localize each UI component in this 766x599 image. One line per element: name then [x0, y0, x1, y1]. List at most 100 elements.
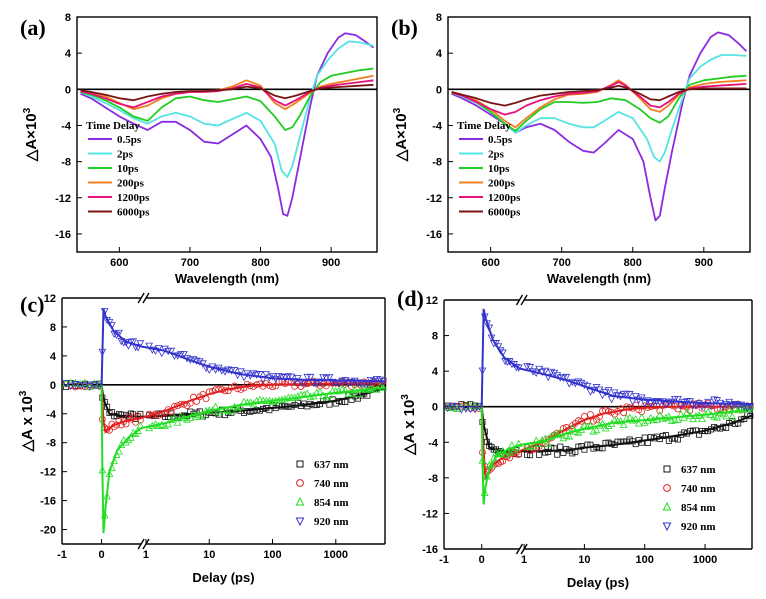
point-854 nm [335, 386, 343, 395]
point-920 nm [255, 371, 264, 379]
point-920 nm [287, 373, 296, 381]
fit-line-920 nm [519, 367, 753, 405]
series-line-6000ps [80, 83, 374, 102]
y-axis-label: △A×103 [22, 107, 40, 162]
point-854 nm [668, 416, 676, 424]
point-920 nm [243, 370, 252, 378]
point-637 nm [310, 402, 317, 409]
fit-line-740 nm [140, 382, 385, 420]
legend-label: 6000ps [488, 207, 521, 219]
x-tick-label: 600 [110, 257, 128, 269]
legend-label: 0.5ps [488, 134, 513, 146]
point-920 nm [457, 406, 466, 414]
y-tick-label: -8 [432, 157, 442, 169]
point-854 nm [354, 389, 362, 398]
point-854 nm [529, 442, 537, 450]
point-854 nm [514, 439, 523, 447]
y-tick-label: -8 [428, 473, 438, 485]
point-854 nm [173, 418, 182, 426]
axis-break-mark [142, 292, 150, 304]
point-920 nm [562, 373, 571, 382]
point-854 nm [221, 405, 229, 413]
point-854 nm [604, 421, 613, 429]
x-axis-label: Wavelength (nm) [175, 271, 279, 286]
point-920 nm [523, 363, 531, 371]
point-854 nm [722, 412, 731, 420]
point-854 nm [350, 385, 359, 393]
y-tick-label: -12 [55, 193, 71, 205]
point-920 nm [145, 342, 154, 350]
legend-label: 200ps [117, 178, 145, 190]
y-axis-label-exponent: 3 [392, 107, 403, 113]
point-637 nm [527, 452, 534, 459]
axis-break-mark [137, 538, 145, 550]
point-920 nm [129, 338, 138, 346]
legend-label: 200ps [488, 178, 516, 190]
panel-label: (b) [391, 15, 418, 40]
point-920 nm [637, 394, 646, 402]
point-637 nm [256, 407, 263, 414]
point-854 nm [625, 413, 634, 421]
y-axis-label-base: △A x 10 [401, 400, 418, 456]
series-line-10ps [80, 67, 374, 131]
y-tick-label: -8 [46, 438, 56, 450]
point-854 nm [466, 401, 475, 409]
plot-frame [447, 16, 751, 253]
series-line-0.5ps [80, 32, 375, 217]
fit-line-854 nm [519, 408, 753, 446]
y-tick-label: 8 [65, 12, 71, 24]
point-854 nm [559, 433, 568, 442]
fit-line-637 nm [141, 387, 386, 418]
point-854 nm [646, 413, 655, 422]
point-854 nm [161, 421, 169, 430]
chart-panel-0: 8 4 0 -4 -8 -12 -16 600 700 800 900 Time Delay 0.5ps… [20, 12, 378, 286]
y-axis-label-exponent: 3 [18, 390, 29, 396]
plot-frame [76, 16, 378, 253]
y-tick-label: -8 [61, 157, 71, 169]
point-637 nm [342, 398, 349, 405]
point-854 nm [195, 412, 204, 420]
x-tick-label: 800 [624, 257, 642, 269]
point-920 nm [81, 382, 89, 390]
point-854 nm [246, 398, 255, 406]
point-637 nm [608, 440, 615, 447]
x-axis-label: Wavelength (nm) [547, 271, 651, 286]
legend-label: 854 nm [681, 502, 716, 514]
point-854 nm [523, 442, 531, 450]
point-920 nm [376, 376, 384, 384]
point-854 nm [725, 406, 734, 414]
point-740 nm [269, 383, 276, 391]
panel-label: (c) [20, 292, 44, 317]
x-tick-label: 10 [578, 554, 590, 566]
point-920 nm [462, 405, 470, 413]
x-tick-label: 700 [553, 257, 571, 269]
y-tick-label: -12 [426, 193, 442, 205]
series-line-2ps [80, 40, 374, 178]
point-637 nm [250, 407, 257, 414]
point-740 nm [345, 378, 352, 386]
point-920 nm [167, 347, 176, 356]
legend-marker [662, 501, 672, 511]
x-tick-label: 1 [521, 554, 527, 566]
point-920 nm [475, 403, 484, 411]
y-tick-label: 8 [50, 322, 56, 334]
point-920 nm [471, 406, 479, 414]
x-tick-label: 1000 [324, 549, 348, 561]
y-tick-label: 0 [65, 84, 71, 96]
panel-label: (a) [20, 15, 46, 40]
y-tick-label: 8 [432, 331, 438, 343]
point-920 nm [195, 358, 204, 366]
legend-label: 0.5ps [117, 134, 142, 146]
y-axis-label: △A x 103 [18, 390, 36, 452]
point-854 nm [674, 415, 682, 423]
legend-label: 10ps [117, 163, 139, 175]
point-920 nm [466, 405, 475, 414]
point-854 nm [565, 432, 574, 440]
point-920 nm [249, 370, 258, 378]
point-920 nm [592, 384, 601, 392]
y-tick-label: -16 [426, 229, 442, 241]
point-637 nm [316, 401, 323, 408]
legend-label: 2ps [488, 149, 505, 161]
point-854 nm [227, 406, 236, 414]
legend-label: 6000ps [117, 207, 150, 219]
